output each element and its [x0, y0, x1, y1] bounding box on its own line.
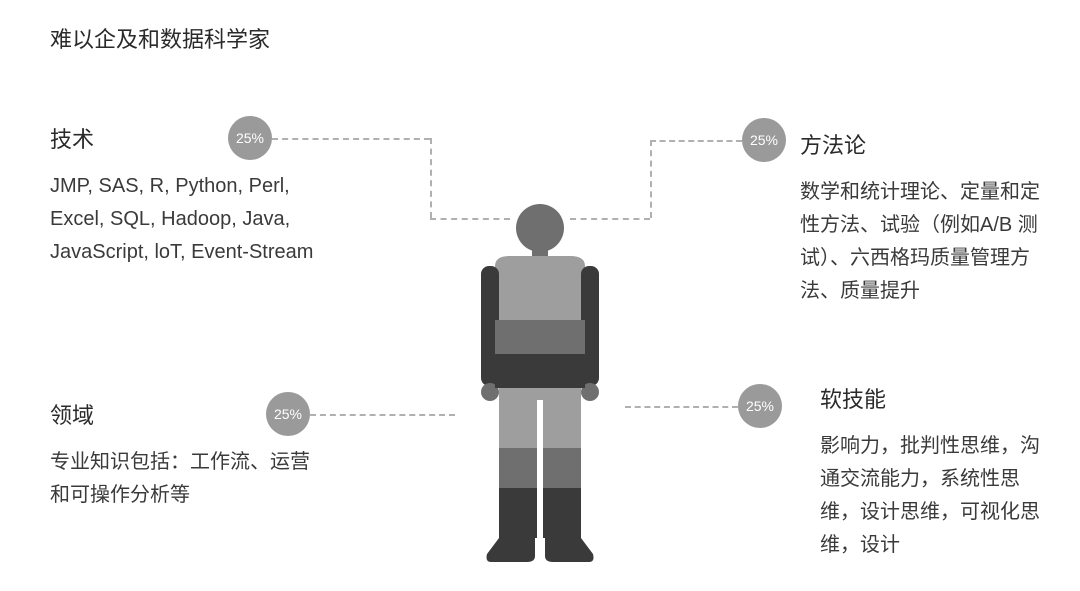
badge-method-label: 25% [750, 132, 778, 148]
connector-tech-v [430, 138, 432, 218]
badge-domain: 25% [266, 392, 310, 436]
badge-soft: 25% [738, 384, 782, 428]
person-icon [455, 200, 625, 570]
connector-method-h1 [650, 140, 742, 142]
body-method: 数学和统计理论、定量和定性方法、试验（例如A/B 测试）、六西格玛质量管理方法、… [800, 176, 1040, 308]
page-title: 难以企及和数据科学家 [50, 22, 270, 54]
body-tech: JMP, SAS, R, Python, Perl, Excel, SQL, H… [50, 170, 340, 269]
badge-tech: 25% [228, 116, 272, 160]
body-soft: 影响力，批判性思维，沟通交流能力，系统性思维，设计思维，可视化思维，设计 [820, 430, 1042, 562]
connector-soft-h [625, 406, 738, 408]
infographic-canvas: 难以企及和数据科学家 技术 JMP, SAS, R, Python, Perl,… [0, 0, 1080, 591]
body-domain: 专业知识包括：工作流、运营和可操作分析等 [50, 446, 320, 512]
connector-method-v [650, 140, 652, 218]
heading-domain: 领域 [50, 398, 94, 430]
badge-soft-label: 25% [746, 398, 774, 414]
badge-domain-label: 25% [274, 406, 302, 422]
badge-tech-label: 25% [236, 130, 264, 146]
badge-method: 25% [742, 118, 786, 162]
heading-soft: 软技能 [820, 382, 886, 414]
heading-method: 方法论 [800, 128, 866, 160]
connector-domain-h [310, 414, 455, 416]
connector-tech-h1 [272, 138, 430, 140]
heading-tech: 技术 [50, 122, 94, 154]
